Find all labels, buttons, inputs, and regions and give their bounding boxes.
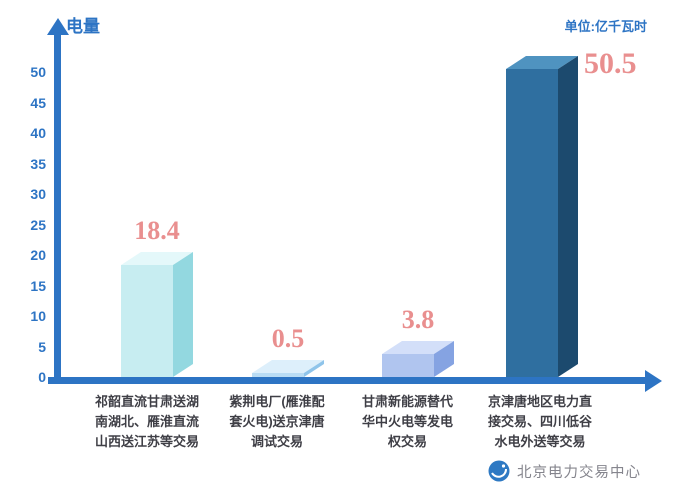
y-tick-15: 15 bbox=[30, 277, 46, 294]
bar-top-face bbox=[252, 360, 324, 373]
value-label-2: 0.5 bbox=[271, 324, 305, 353]
bar-2 bbox=[252, 360, 324, 377]
bar-3 bbox=[382, 341, 454, 377]
footer-brand: 北京电力交易中心 bbox=[488, 460, 641, 482]
y-tick-50: 50 bbox=[30, 64, 46, 80]
y-axis bbox=[54, 34, 61, 384]
y-tick-45: 45 bbox=[30, 94, 46, 111]
brand-logo-icon bbox=[488, 460, 510, 482]
x-axis bbox=[48, 377, 648, 384]
value-label-4: 50.5 bbox=[584, 47, 637, 80]
bar-front-face bbox=[121, 265, 173, 377]
bar-front-face bbox=[506, 69, 558, 377]
bar-front-face bbox=[252, 373, 304, 377]
category-label-4: 京津唐地区电力直接交易、四川低谷水电外送等交易 bbox=[487, 394, 592, 450]
bar-top-face bbox=[382, 341, 454, 354]
bar-front-face bbox=[382, 354, 434, 377]
y-tick-0: 0 bbox=[38, 369, 46, 385]
bar-top-face bbox=[121, 252, 193, 265]
x-axis-arrow-icon bbox=[645, 370, 662, 392]
value-label-3: 3.8 bbox=[401, 305, 435, 334]
unit-label: 单位:亿千瓦时 bbox=[564, 19, 647, 34]
bar-top-face bbox=[506, 56, 578, 69]
y-tick-10: 10 bbox=[30, 308, 46, 324]
brand-name: 北京电力交易中心 bbox=[517, 464, 641, 481]
y-axis-title: 电量 bbox=[66, 17, 100, 36]
category-label-2: 紫荆电厂(雁淮配套火电)送京津唐调试交易 bbox=[229, 394, 325, 450]
y-tick-35: 35 bbox=[30, 155, 46, 172]
bar-side-face bbox=[558, 56, 578, 377]
y-axis-arrow-icon bbox=[47, 18, 69, 35]
bar-4 bbox=[506, 56, 578, 377]
bar-side-face bbox=[173, 252, 193, 377]
category-label-1: 祁韶直流甘肃送湖南湖北、雁淮直流山西送江苏等交易 bbox=[94, 394, 199, 450]
y-tick-25: 25 bbox=[30, 216, 46, 233]
bar-1 bbox=[121, 252, 193, 377]
value-label-1: 18.4 bbox=[134, 216, 180, 245]
y-tick-20: 20 bbox=[30, 247, 46, 263]
y-tick-5: 5 bbox=[38, 338, 46, 355]
y-tick-40: 40 bbox=[30, 125, 46, 141]
y-tick-30: 30 bbox=[30, 186, 46, 202]
category-label-3: 甘肃新能源替代华中火电等发电权交易 bbox=[361, 394, 453, 450]
